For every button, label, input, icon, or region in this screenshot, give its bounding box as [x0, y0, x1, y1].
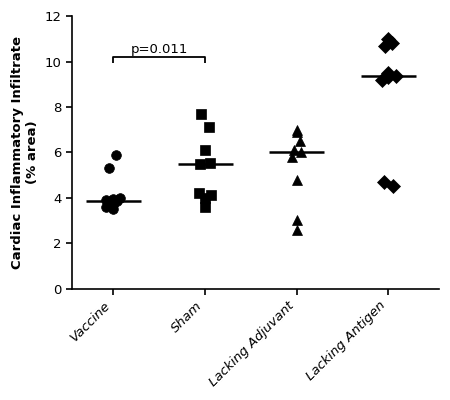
Text: p=0.011: p=0.011 — [130, 43, 188, 56]
Y-axis label: Cardiac Inflammatory Infiltrate
(% area): Cardiac Inflammatory Infiltrate (% area) — [11, 36, 39, 269]
